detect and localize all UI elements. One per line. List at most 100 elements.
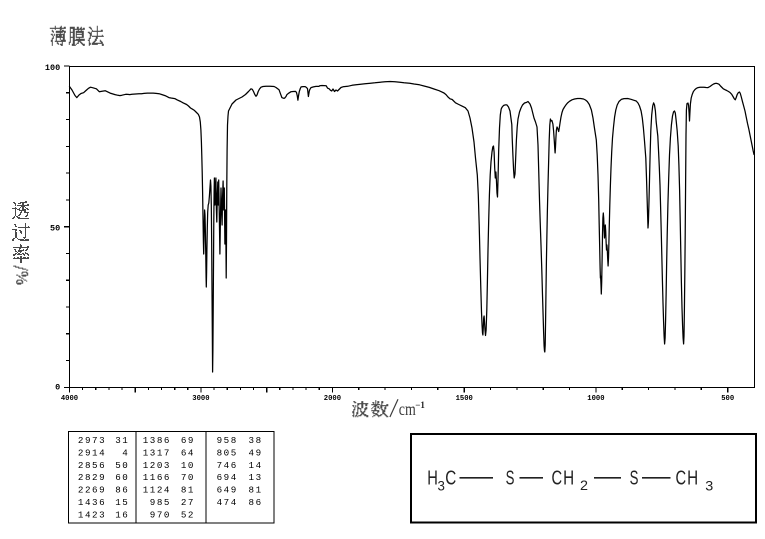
svg-text:3: 3	[150, 448, 156, 459]
svg-text:1: 1	[143, 460, 149, 471]
svg-text:6: 6	[164, 435, 170, 446]
svg-text:3: 3	[99, 509, 105, 520]
svg-text:4000: 4000	[61, 395, 78, 403]
svg-text:C: C	[676, 468, 687, 490]
svg-text:2: 2	[78, 472, 84, 483]
svg-text:2: 2	[78, 435, 84, 446]
svg-text:2: 2	[85, 485, 91, 496]
svg-text:3: 3	[164, 460, 170, 471]
svg-text:1: 1	[150, 485, 156, 496]
svg-text:2: 2	[92, 509, 98, 520]
svg-text:1: 1	[256, 485, 262, 496]
svg-text:1: 1	[143, 472, 149, 483]
svg-text:2000: 2000	[324, 395, 341, 403]
svg-text:4: 4	[256, 460, 262, 471]
svg-text:2: 2	[92, 472, 98, 483]
svg-text:0: 0	[122, 472, 128, 483]
svg-text:4: 4	[85, 497, 91, 508]
svg-text:1: 1	[143, 448, 149, 459]
svg-text:7: 7	[224, 497, 230, 508]
svg-text:6: 6	[217, 472, 223, 483]
svg-text:8: 8	[85, 472, 91, 483]
svg-text:7: 7	[157, 509, 163, 520]
svg-text:7: 7	[181, 472, 187, 483]
svg-text:−1: −1	[415, 400, 425, 410]
svg-text:7: 7	[164, 448, 170, 459]
svg-text:S: S	[506, 468, 515, 490]
svg-text:1: 1	[78, 509, 84, 520]
svg-text:6: 6	[256, 497, 262, 508]
svg-text:6: 6	[157, 472, 163, 483]
svg-text:1: 1	[115, 509, 121, 520]
svg-text:cm: cm	[399, 399, 416, 419]
svg-text:9: 9	[231, 485, 237, 496]
svg-text:3: 3	[438, 478, 445, 493]
svg-text:1: 1	[150, 472, 156, 483]
svg-text:3: 3	[115, 435, 121, 446]
svg-text:H: H	[687, 468, 698, 490]
svg-text:3000: 3000	[192, 395, 209, 403]
svg-text:5: 5	[92, 460, 98, 471]
svg-text:1: 1	[122, 435, 128, 446]
svg-text:3: 3	[705, 478, 713, 493]
svg-text:2: 2	[181, 497, 187, 508]
svg-text:9: 9	[150, 497, 156, 508]
svg-text:6: 6	[181, 435, 187, 446]
svg-text:1: 1	[92, 448, 98, 459]
svg-text:1: 1	[188, 485, 194, 496]
svg-text:8: 8	[157, 435, 163, 446]
svg-text:5: 5	[164, 497, 170, 508]
svg-text:H: H	[563, 468, 574, 490]
svg-text:4: 4	[122, 448, 128, 459]
svg-text:500: 500	[721, 395, 734, 403]
svg-text:2: 2	[580, 478, 588, 493]
svg-text:8: 8	[231, 435, 237, 446]
svg-text:1500: 1500	[456, 395, 473, 403]
svg-text:H: H	[427, 468, 438, 490]
svg-text:4: 4	[217, 497, 223, 508]
svg-text:0: 0	[157, 460, 163, 471]
svg-text:C: C	[445, 468, 456, 490]
svg-text:9: 9	[224, 472, 230, 483]
svg-text:0: 0	[122, 460, 128, 471]
svg-text:5: 5	[122, 497, 128, 508]
svg-text:1: 1	[115, 497, 121, 508]
svg-text:0: 0	[224, 448, 230, 459]
svg-text:4: 4	[231, 497, 237, 508]
svg-text:0: 0	[188, 472, 194, 483]
svg-text:8: 8	[256, 435, 262, 446]
svg-text:8: 8	[115, 485, 121, 496]
svg-text:3: 3	[92, 497, 98, 508]
svg-text:50: 50	[50, 223, 60, 233]
svg-text:6: 6	[99, 497, 105, 508]
svg-text:6: 6	[164, 472, 170, 483]
svg-text:8: 8	[249, 497, 255, 508]
svg-text:6: 6	[217, 485, 223, 496]
svg-text:0: 0	[188, 460, 194, 471]
svg-text:2: 2	[157, 485, 163, 496]
svg-text:1: 1	[249, 460, 255, 471]
svg-text:6: 6	[92, 485, 98, 496]
svg-text:2: 2	[78, 460, 84, 471]
svg-text:5: 5	[231, 448, 237, 459]
svg-text:1: 1	[249, 472, 255, 483]
svg-text:1: 1	[143, 435, 149, 446]
svg-text:S: S	[630, 468, 639, 490]
svg-text:0: 0	[164, 509, 170, 520]
svg-text:4: 4	[188, 448, 194, 459]
svg-text:9: 9	[217, 435, 223, 446]
svg-text:8: 8	[85, 460, 91, 471]
svg-text:9: 9	[85, 448, 91, 459]
svg-text:9: 9	[99, 472, 105, 483]
svg-text:1000: 1000	[587, 395, 604, 403]
svg-text:6: 6	[181, 448, 187, 459]
svg-text:0: 0	[55, 382, 60, 392]
svg-text:3: 3	[256, 472, 262, 483]
svg-text:7: 7	[217, 460, 223, 471]
svg-text:5: 5	[181, 509, 187, 520]
svg-text:C: C	[552, 468, 563, 490]
svg-text:9: 9	[150, 509, 156, 520]
svg-text:2: 2	[78, 448, 84, 459]
svg-text:6: 6	[231, 460, 237, 471]
svg-text:3: 3	[99, 435, 105, 446]
